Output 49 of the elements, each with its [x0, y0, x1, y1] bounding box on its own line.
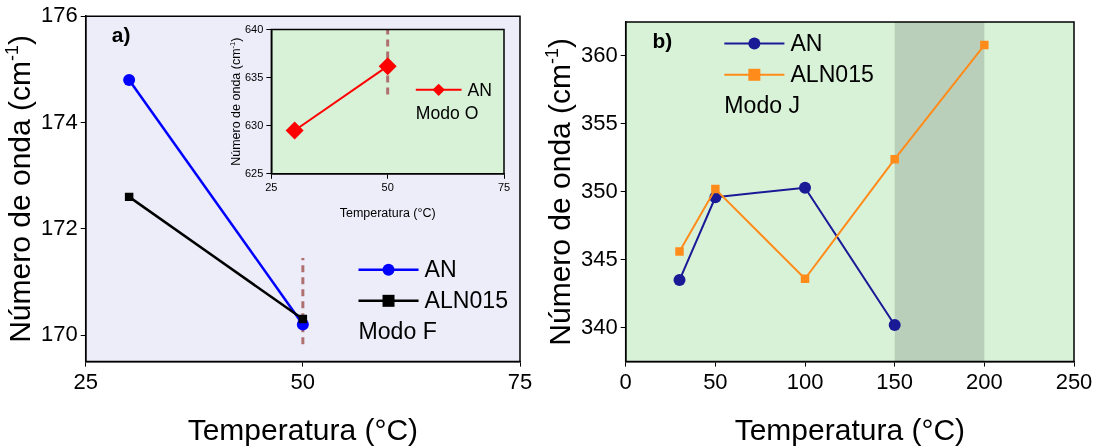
- point: [799, 181, 812, 194]
- y-axis-title: Número de onda (cm-1): [542, 37, 576, 346]
- point: [890, 154, 899, 164]
- legend-label: AN: [790, 29, 823, 56]
- point: [711, 184, 720, 194]
- x-tick-label: 75: [507, 368, 533, 394]
- x-tick-label: 250: [1055, 368, 1093, 394]
- y-tick-label: 170: [40, 321, 78, 347]
- x-tick-label: 200: [965, 368, 1003, 394]
- point: [980, 40, 989, 50]
- y-tick-label: 340: [580, 313, 618, 339]
- legend-label: AN: [424, 256, 457, 283]
- point: [800, 274, 810, 283]
- legend-label: ALN015: [424, 287, 509, 314]
- y-axis-title: Número de onda (cm-1): [2, 35, 36, 343]
- y-tick-label: 172: [40, 214, 78, 240]
- x-axis-title: Temperatura (°C): [734, 412, 966, 446]
- annotation: Modo F: [358, 318, 437, 345]
- y-tick-label: 635: [244, 70, 264, 83]
- x-tick-label: 50: [290, 368, 316, 394]
- x-tick-label: 0: [619, 368, 632, 394]
- y-tick-label: 345: [580, 245, 618, 271]
- x-tick-label: 100: [786, 368, 824, 394]
- x-tick-label: 50: [381, 181, 394, 194]
- y-tick-label: 350: [580, 177, 618, 203]
- x-tick-label: 75: [497, 181, 511, 194]
- point: [888, 318, 901, 331]
- y-tick-label: 174: [40, 108, 78, 134]
- y-tick-label: 630: [244, 118, 264, 131]
- point: [675, 247, 684, 256]
- legend-label: ALN015: [790, 61, 874, 88]
- y-tick-label: 360: [580, 42, 618, 68]
- x-tick-label: 25: [73, 368, 98, 394]
- x-tick-label: 50: [703, 368, 728, 394]
- chart-title: b): [652, 29, 673, 53]
- y-tick-label: 355: [580, 109, 618, 135]
- y-tick-label: 625: [244, 166, 264, 179]
- annotation: Modo O: [415, 103, 479, 124]
- x-tick-label: 25: [265, 181, 278, 194]
- point: [123, 73, 136, 86]
- y-tick-label: 640: [244, 22, 264, 35]
- x-axis-title: Temperatura (°C): [339, 205, 436, 220]
- y-tick-label: 176: [40, 2, 78, 28]
- legend-label: AN: [467, 79, 493, 100]
- x-axis-title: Temperatura (°C): [187, 412, 419, 446]
- x-tick-label: 150: [876, 368, 914, 394]
- chart-title: a): [111, 23, 131, 47]
- annotation: Modo J: [724, 92, 801, 119]
- point: [673, 274, 686, 287]
